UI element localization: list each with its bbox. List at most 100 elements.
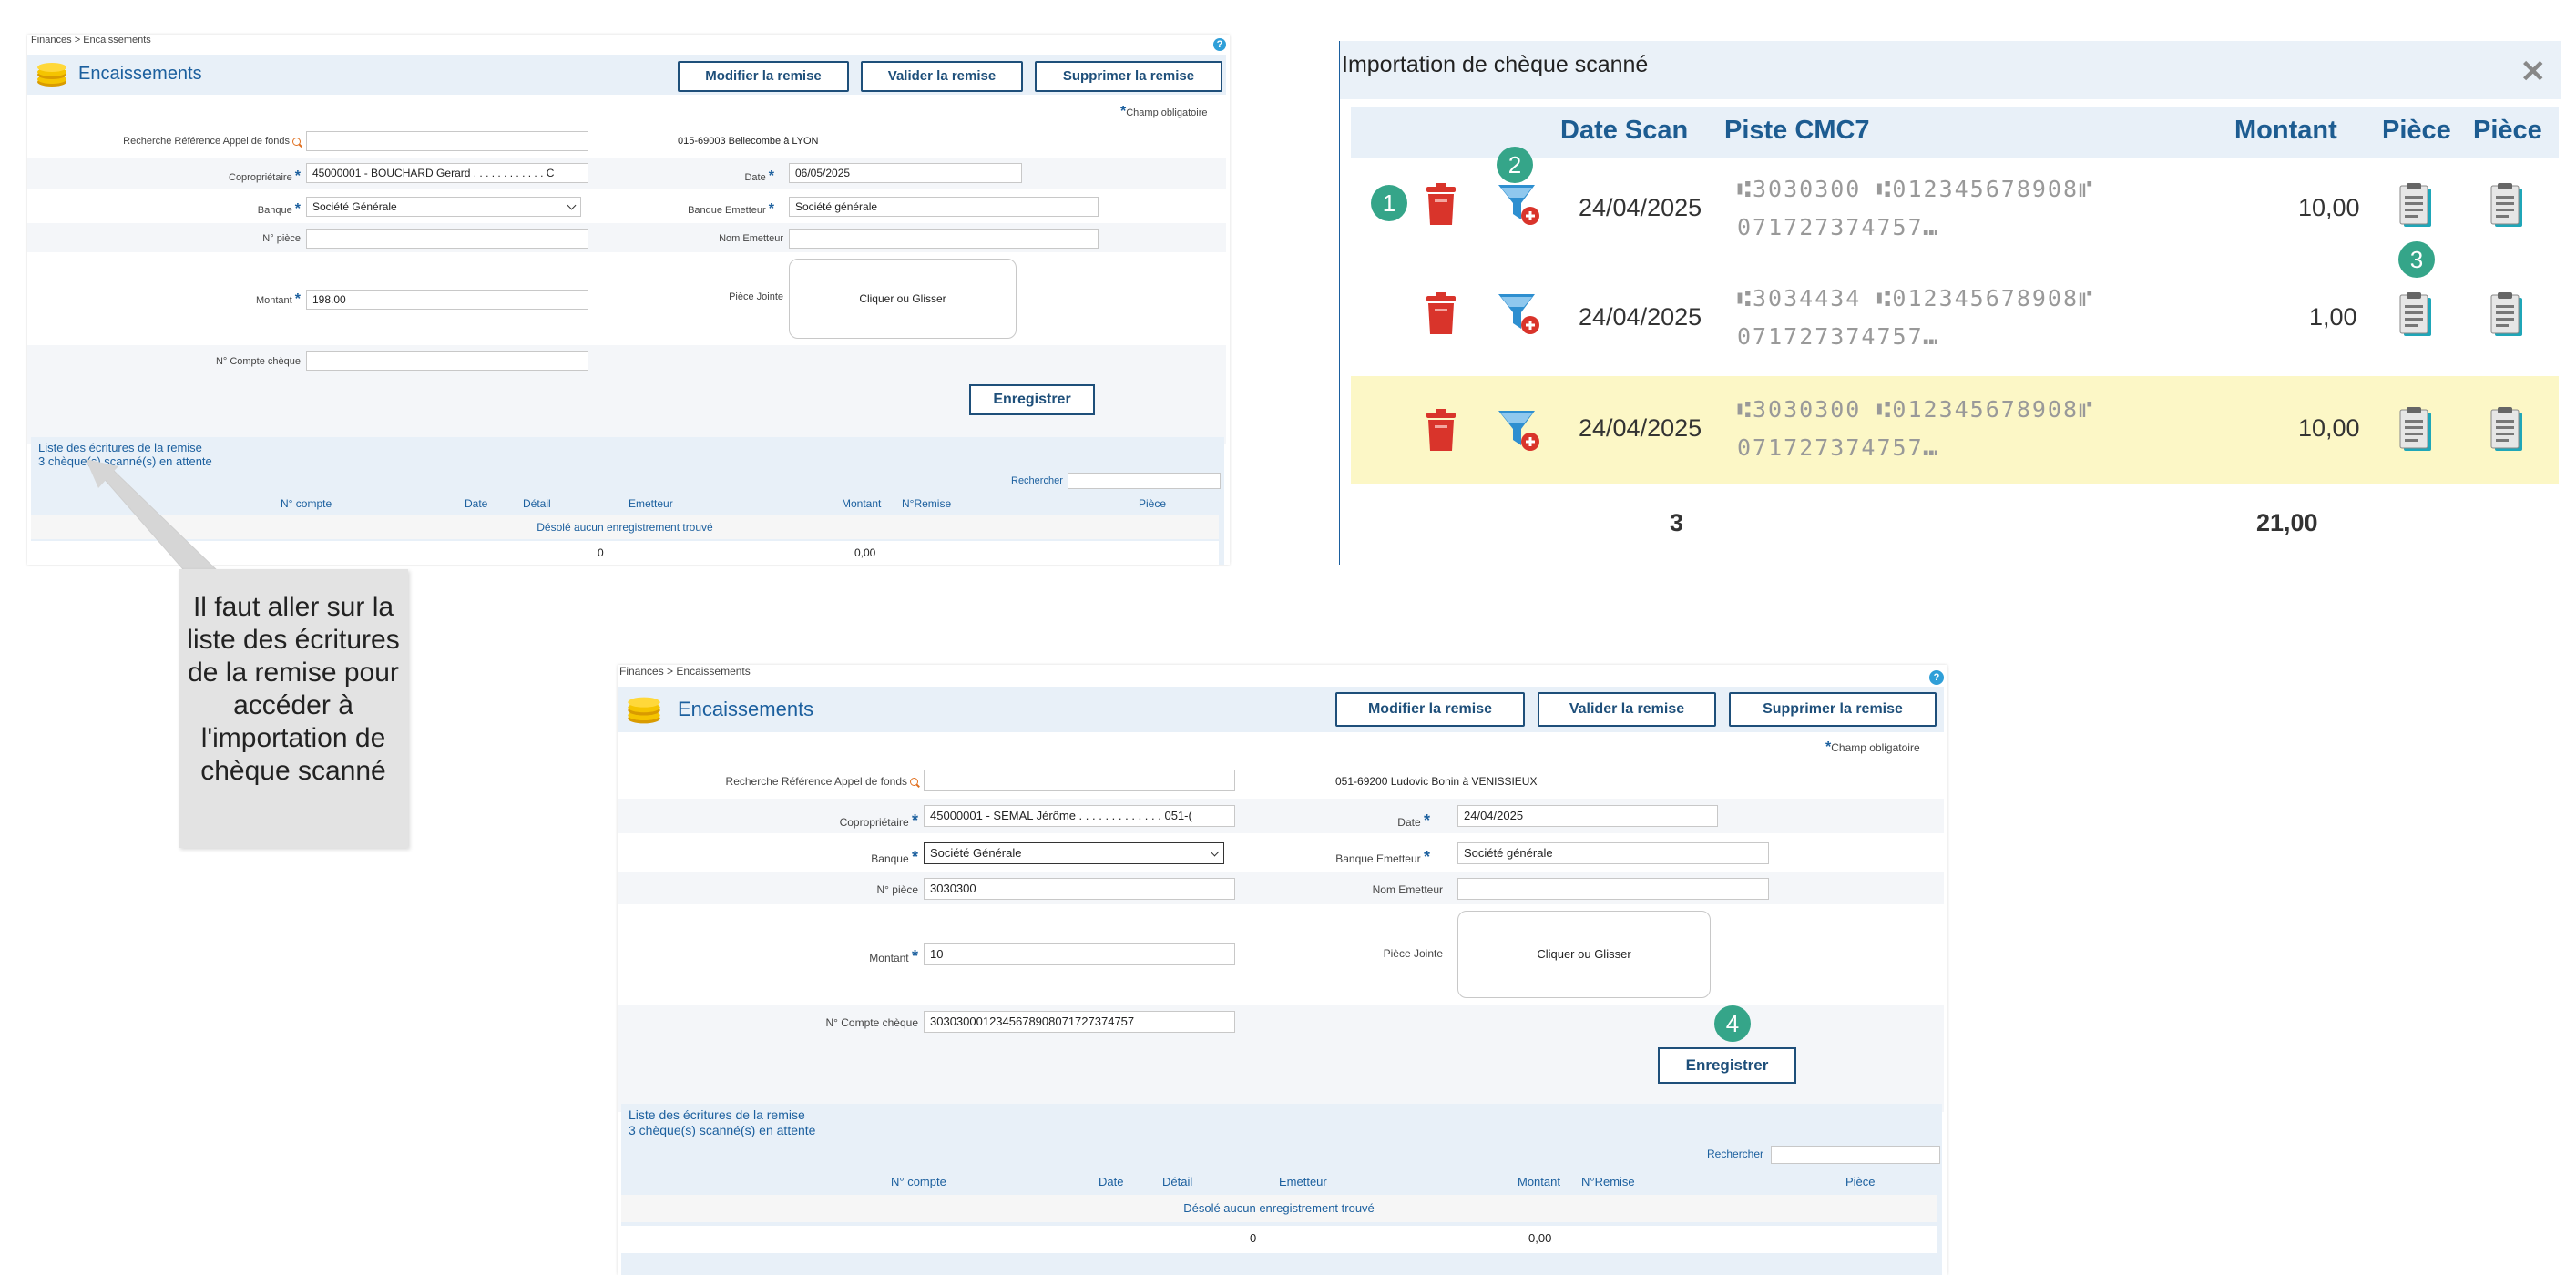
column-header[interactable]: Détail <box>523 497 551 510</box>
document-icon[interactable] <box>2397 183 2435 230</box>
pending-cheques-link[interactable]: 3 chèque(s) scanné(s) en attente <box>629 1123 816 1137</box>
help-icon[interactable]: ? <box>1213 38 1226 51</box>
filter-add-icon[interactable] <box>1497 292 1542 336</box>
banque-select[interactable]: Société Générale <box>306 197 581 217</box>
coproprietaire-label: Copropriétaire * <box>839 811 918 830</box>
breadcrumb-link[interactable]: Finances <box>31 35 72 46</box>
cmc7-line: ⑆3034434 ⑆012345678908⑈ 071727374757⑉ <box>1737 285 2095 350</box>
column-header[interactable]: Pièce <box>1139 497 1167 510</box>
file-drop-zone[interactable]: Cliquer ou Glisser <box>789 259 1017 339</box>
step-badge-2: 2 <box>1497 147 1533 183</box>
search-ref-label: Recherche Référence Appel de fonds <box>618 775 918 788</box>
piece-jointe-label: Pièce Jointe <box>1383 947 1443 960</box>
form-row: Copropriétaire * 45000001 - BOUCHARD Ger… <box>27 158 1226 189</box>
form-row: Montant * 198.00 Pièce Jointe Cliquer ou… <box>27 255 1226 342</box>
step-badge-4: 4 <box>1714 1005 1751 1042</box>
file-drop-zone[interactable]: Cliquer ou Glisser <box>1457 911 1711 998</box>
montant-input[interactable]: 198.00 <box>306 290 588 310</box>
column-header[interactable]: Pièce <box>1845 1175 1876 1188</box>
search-ref-input[interactable] <box>306 131 588 151</box>
breadcrumb-link[interactable]: Finances <box>619 665 664 678</box>
document-icon[interactable] <box>2488 407 2526 454</box>
column-header-montant[interactable]: Montant <box>2234 116 2337 145</box>
banque-emetteur-input[interactable]: Société générale <box>789 197 1099 217</box>
coproprietaire-input[interactable]: 45000001 - SEMAL Jérôme . . . . . . . . … <box>924 805 1235 827</box>
entries-list: Liste des écritures de la remise 3 chèque… <box>621 1104 1942 1275</box>
nom-emetteur-input[interactable] <box>1457 878 1769 900</box>
breadcrumb-separator: > <box>71 35 84 46</box>
compte-cheque-label: N° Compte chèque <box>215 356 301 367</box>
page-header: Encaissements <box>27 55 1226 95</box>
save-button[interactable]: Enregistrer <box>969 384 1095 415</box>
column-header-cmc7[interactable]: Piste CMC7 <box>1724 116 1870 145</box>
date-input[interactable]: 24/04/2025 <box>1457 805 1718 827</box>
delete-remise-button[interactable]: Supprimer la remise <box>1729 692 1937 727</box>
list-title: Liste des écritures de la remise 3 chèque… <box>629 1107 816 1137</box>
column-header-piece[interactable]: Pièce <box>2382 116 2451 145</box>
help-icon[interactable]: ? <box>1929 670 1944 685</box>
banque-emetteur-label: Banque Emetteur * <box>688 201 774 217</box>
montant-input[interactable]: 10 <box>924 944 1235 965</box>
column-header[interactable]: N° compte <box>891 1175 946 1188</box>
cmc7-line: ⑆3030300 ⑆012345678908⑈ 071727374757⑉ <box>1737 396 2095 461</box>
column-header[interactable]: N°Remise <box>1581 1175 1635 1188</box>
column-header[interactable]: Montant <box>1518 1175 1560 1188</box>
validate-remise-button[interactable]: Valider la remise <box>1538 692 1716 727</box>
nom-emetteur-input[interactable] <box>789 229 1099 249</box>
trash-icon[interactable] <box>1424 409 1458 453</box>
banque-emetteur-input[interactable]: Société générale <box>1457 842 1769 864</box>
filter-add-icon[interactable] <box>1497 183 1542 227</box>
date-label: Date * <box>744 168 774 184</box>
document-icon[interactable] <box>2397 407 2435 454</box>
search-ref-input[interactable] <box>924 770 1235 791</box>
document-icon[interactable] <box>2397 292 2435 340</box>
form-row: Recherche Référence Appel de fonds 015-6… <box>27 126 1226 155</box>
compte-cheque-input[interactable] <box>306 351 588 371</box>
trash-icon[interactable] <box>1424 183 1458 227</box>
search-input[interactable] <box>1771 1146 1940 1164</box>
dialog-table-header: Date Scan Piste CMC7 Montant Pièce Pièce <box>1351 107 2559 158</box>
date-input[interactable]: 06/05/2025 <box>789 163 1022 183</box>
column-header[interactable]: N° compte <box>281 497 332 510</box>
form-row: Copropriétaire * 45000001 - SEMAL Jérôme… <box>618 799 1944 833</box>
step-badge-3: 3 <box>2398 241 2435 278</box>
column-header[interactable]: Détail <box>1162 1175 1193 1188</box>
modify-remise-button[interactable]: Modifier la remise <box>1335 692 1525 727</box>
save-button[interactable]: Enregistrer <box>1658 1047 1796 1084</box>
page-title: Encaissements <box>78 64 202 84</box>
pending-cheques-link[interactable]: 3 chèque(s) scanné(s) en attente <box>38 454 212 468</box>
column-header[interactable]: Montant <box>842 497 882 510</box>
column-header[interactable]: Date <box>1099 1175 1124 1188</box>
filter-add-icon[interactable] <box>1497 409 1542 453</box>
trash-icon[interactable] <box>1424 292 1458 336</box>
nom-emetteur-label: Nom Emetteur <box>1372 883 1443 896</box>
delete-remise-button[interactable]: Supprimer la remise <box>1035 61 1222 92</box>
search-input[interactable] <box>1068 473 1221 489</box>
num-piece-input[interactable]: 3030300 <box>924 878 1235 900</box>
step-badge-1: 1 <box>1371 185 1407 221</box>
validate-remise-button[interactable]: Valider la remise <box>861 61 1023 92</box>
column-header-piece[interactable]: Pièce <box>2473 116 2542 145</box>
total-amount: 21,00 <box>2256 509 2318 536</box>
search-label: Rechercher <box>1707 1148 1764 1160</box>
num-piece-input[interactable] <box>306 229 588 249</box>
column-header[interactable]: Date <box>465 497 488 510</box>
column-header[interactable]: Emetteur <box>1279 1175 1327 1188</box>
column-header[interactable]: Emetteur <box>629 497 673 510</box>
banque-select[interactable]: Société Générale <box>924 842 1224 864</box>
encaissements-form-top: Finances > Encaissements ? Encaissements… <box>27 35 1230 565</box>
montant-label: Montant * <box>255 291 301 307</box>
explanation-callout: Il faut aller sur la liste des écritures… <box>179 569 408 848</box>
modify-remise-button[interactable]: Modifier la remise <box>678 61 849 92</box>
montant: 1,00 <box>2309 303 2357 331</box>
document-icon[interactable] <box>2488 292 2526 340</box>
document-icon[interactable] <box>2488 183 2526 230</box>
column-header[interactable]: N°Remise <box>902 497 952 510</box>
close-icon[interactable]: ✕ <box>2520 55 2547 89</box>
coproprietaire-input[interactable]: 45000001 - BOUCHARD Gerard . . . . . . .… <box>306 163 588 183</box>
column-header-date[interactable]: Date Scan <box>1560 116 1689 145</box>
coins-icon <box>628 697 660 724</box>
piece-jointe-label: Pièce Jointe <box>729 291 783 302</box>
list-title: Liste des écritures de la remise 3 chèque… <box>38 441 212 468</box>
compte-cheque-input[interactable]: 3030300012345678908071727374757 <box>924 1011 1235 1033</box>
